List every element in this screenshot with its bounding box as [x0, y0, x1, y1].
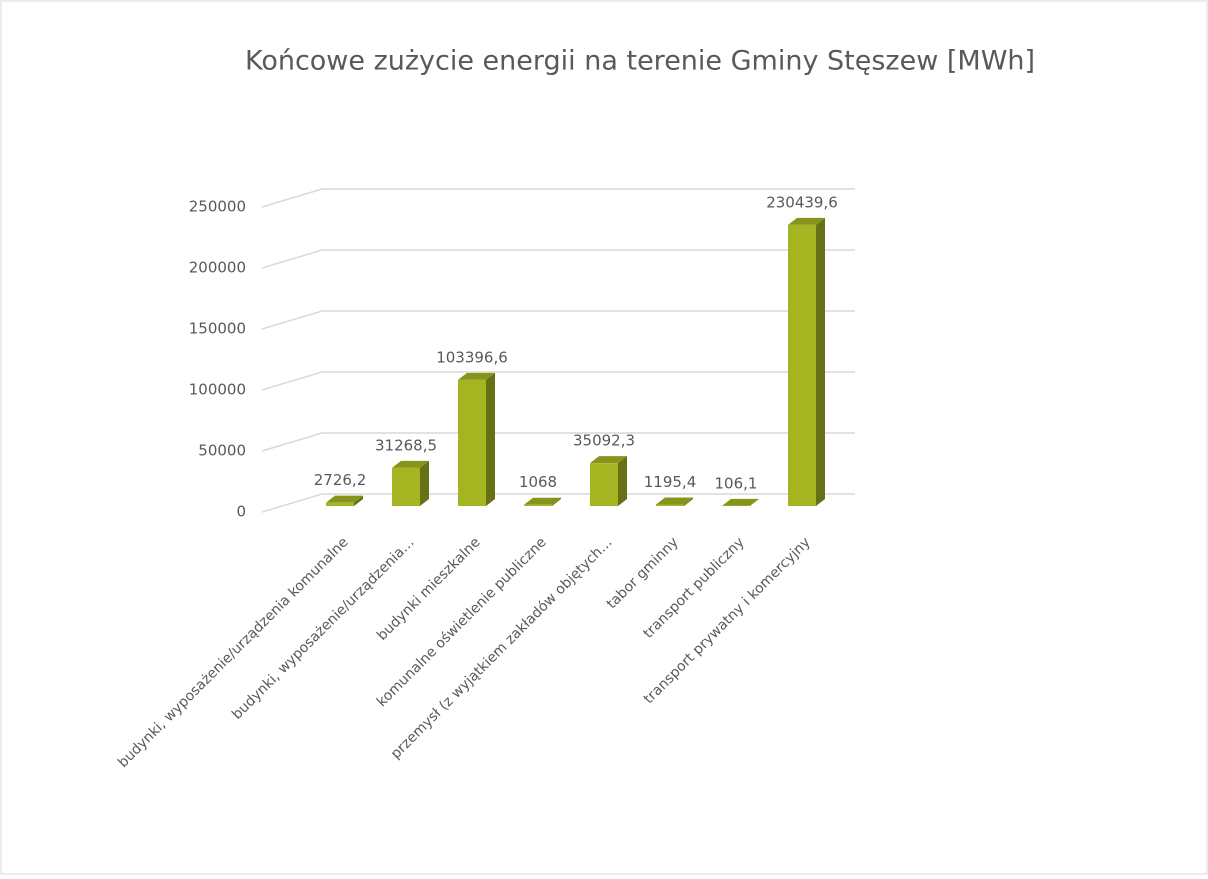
bar-front: [458, 380, 486, 506]
chart-title: Końcowe zużycie energii na terenie Gminy…: [245, 46, 1035, 77]
y-tick-label: 250000: [189, 198, 246, 216]
bar-side: [618, 456, 627, 506]
bar-front: [326, 503, 354, 506]
value-label: 106,1: [715, 474, 758, 492]
value-label: 1068: [519, 473, 557, 491]
bar-side: [420, 461, 429, 506]
value-label: 103396,6: [436, 348, 508, 366]
y-tick-label: 200000: [189, 259, 246, 277]
y-tick-label: 150000: [189, 320, 246, 338]
value-label: 1195,4: [644, 473, 697, 491]
bar-front: [656, 505, 684, 506]
bar-front: [524, 505, 552, 506]
bar: [590, 456, 627, 506]
y-tick-label: 50000: [198, 442, 246, 460]
bar-front: [590, 463, 618, 506]
bar: [458, 373, 495, 506]
bar-side: [486, 373, 495, 506]
bar: [392, 461, 429, 506]
bar: [788, 218, 825, 506]
bar-side: [816, 218, 825, 506]
value-label: 31268,5: [375, 436, 437, 454]
value-label: 230439,6: [766, 193, 838, 211]
y-tick-label: 0: [236, 503, 246, 521]
bar-front: [788, 225, 816, 506]
value-label: 2726,2: [314, 471, 367, 489]
value-label: 35092,3: [573, 432, 635, 450]
bar-front: [392, 468, 420, 506]
y-tick-label: 100000: [189, 381, 246, 399]
